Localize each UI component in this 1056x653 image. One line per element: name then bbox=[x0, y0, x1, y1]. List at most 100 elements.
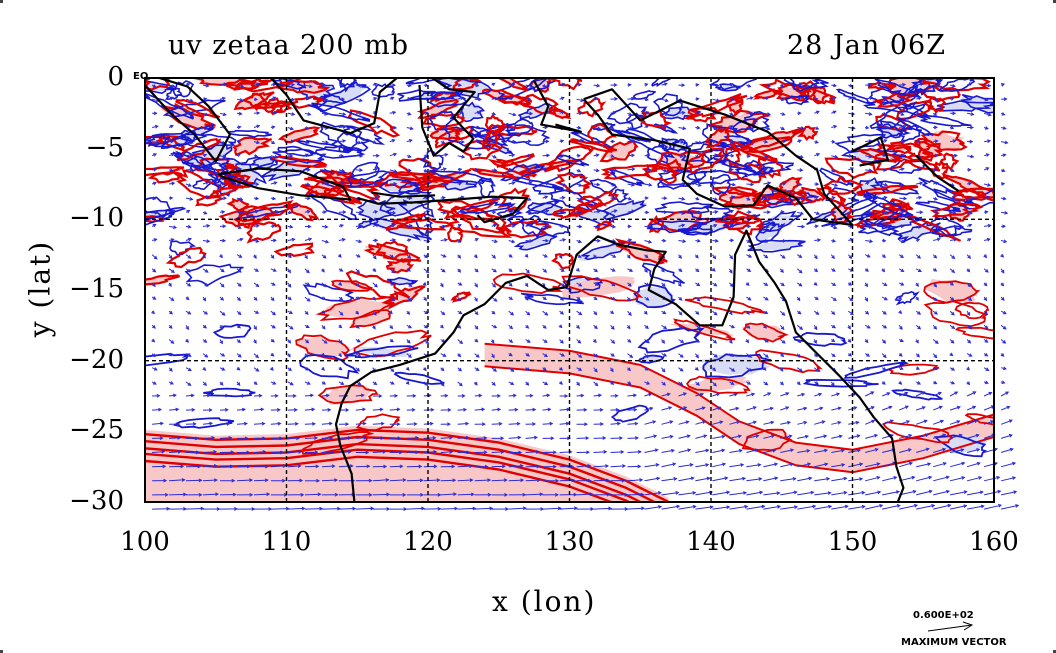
wind-arrowhead bbox=[831, 239, 837, 243]
wind-arrow bbox=[644, 407, 653, 411]
wind-arrow bbox=[967, 491, 983, 496]
wind-arrowhead bbox=[324, 97, 329, 102]
wind-arrowhead bbox=[934, 196, 939, 201]
wind-arrow bbox=[474, 507, 493, 510]
wind-arrow bbox=[152, 141, 159, 143]
wind-arrow bbox=[814, 449, 828, 453]
wind-arrowhead bbox=[956, 405, 961, 410]
wind-arrow bbox=[763, 449, 776, 453]
wind-arrowhead bbox=[424, 254, 428, 259]
wind-arrowhead bbox=[900, 254, 904, 258]
wind-arrowhead bbox=[526, 352, 530, 357]
wind-arrowhead bbox=[737, 434, 742, 439]
wind-arrowhead bbox=[231, 478, 236, 483]
wind-arrowhead bbox=[678, 325, 683, 330]
contour-line bbox=[295, 334, 350, 361]
wind-arrowhead bbox=[800, 126, 805, 130]
wind-arrowhead bbox=[391, 223, 396, 228]
wind-arrowhead bbox=[424, 111, 429, 115]
contour-line bbox=[758, 78, 810, 102]
wind-arrowhead bbox=[203, 382, 207, 387]
wind-arrowhead bbox=[796, 297, 801, 302]
wind-arrowhead bbox=[406, 311, 411, 315]
wind-arrowhead bbox=[459, 111, 464, 115]
wind-arrowhead bbox=[255, 182, 260, 187]
wind-arrowhead bbox=[374, 283, 378, 288]
wind-arrowhead bbox=[393, 152, 398, 157]
wind-arrowhead bbox=[306, 196, 311, 201]
wind-arrow bbox=[287, 112, 295, 115]
wind-arrowhead bbox=[356, 269, 361, 274]
wind-arrowhead bbox=[637, 464, 642, 469]
wind-arrow bbox=[949, 420, 960, 425]
wind-arrowhead bbox=[532, 422, 537, 426]
wind-arrowhead bbox=[356, 338, 361, 343]
wind-arrowhead bbox=[682, 392, 687, 396]
wind-arrowhead bbox=[662, 238, 667, 243]
wind-arrowhead bbox=[610, 154, 615, 158]
wind-arrowhead bbox=[762, 367, 767, 371]
wind-arrowhead bbox=[925, 447, 930, 452]
wind-arrowhead bbox=[679, 367, 684, 372]
wind-arrowhead bbox=[475, 210, 480, 215]
wind-arrow bbox=[508, 479, 524, 482]
wind-arrow bbox=[423, 479, 440, 482]
wind-arrowhead bbox=[493, 324, 498, 329]
wind-arrowhead bbox=[855, 420, 860, 425]
wind-arrow bbox=[304, 493, 321, 496]
wind-arrowhead bbox=[764, 254, 769, 259]
wind-arrowhead bbox=[679, 381, 684, 386]
wind-arrowhead bbox=[322, 153, 327, 157]
wind-arrowhead bbox=[937, 391, 942, 396]
wind-arrow bbox=[746, 97, 753, 100]
corner-mark bbox=[0, 650, 3, 653]
wind-arrowhead bbox=[476, 125, 481, 130]
wind-arrowhead bbox=[508, 352, 513, 357]
wind-arrowhead bbox=[770, 434, 775, 439]
wind-arrowhead bbox=[735, 406, 740, 411]
wind-arrowhead bbox=[407, 154, 412, 159]
wind-arrowhead bbox=[373, 82, 378, 87]
wind-arrowhead bbox=[951, 325, 956, 330]
wind-arrowhead bbox=[806, 449, 811, 453]
wind-arrowhead bbox=[879, 504, 884, 508]
wind-arrow bbox=[729, 449, 742, 453]
contour-line bbox=[277, 145, 316, 157]
wind-arrowhead bbox=[661, 339, 666, 344]
wind-arrowhead bbox=[881, 268, 886, 273]
x-tick-label: 160 bbox=[969, 527, 1019, 557]
wind-arrow bbox=[882, 476, 897, 482]
wind-arrow bbox=[797, 197, 804, 200]
wind-arrow bbox=[678, 421, 689, 425]
wind-arrowhead bbox=[662, 310, 667, 315]
wind-arrowhead bbox=[437, 493, 442, 497]
wind-arrowhead bbox=[819, 406, 824, 411]
wind-arrowhead bbox=[576, 153, 581, 158]
wind-arrowhead bbox=[561, 283, 566, 287]
wind-arrowhead bbox=[288, 367, 292, 372]
wind-arrowhead bbox=[931, 504, 936, 508]
wind-arrow bbox=[949, 505, 967, 510]
wind-arrowhead bbox=[407, 238, 412, 242]
wind-arrowhead bbox=[781, 255, 786, 259]
wind-arrowhead bbox=[918, 195, 923, 200]
wind-arrow bbox=[661, 478, 677, 482]
wind-arrowhead bbox=[444, 126, 449, 131]
wind-arrowhead bbox=[984, 97, 989, 102]
wind-arrowhead bbox=[580, 393, 585, 398]
wind-arrowhead bbox=[619, 436, 624, 440]
wind-arrowhead bbox=[797, 97, 802, 101]
contour-line bbox=[816, 186, 846, 206]
wind-arrow bbox=[916, 490, 932, 496]
wind-arrowhead bbox=[161, 449, 166, 454]
wind-arrow bbox=[576, 98, 584, 102]
wind-arrowhead bbox=[628, 112, 633, 116]
wind-arrowhead bbox=[484, 464, 489, 469]
wind-arrowhead bbox=[627, 283, 632, 287]
wind-arrow bbox=[219, 423, 230, 425]
wind-arrowhead bbox=[539, 492, 544, 497]
wind-arrowhead bbox=[442, 353, 447, 357]
wind-arrowhead bbox=[187, 382, 192, 387]
wind-arrowhead bbox=[198, 492, 203, 497]
wind-arrowhead bbox=[721, 448, 726, 453]
